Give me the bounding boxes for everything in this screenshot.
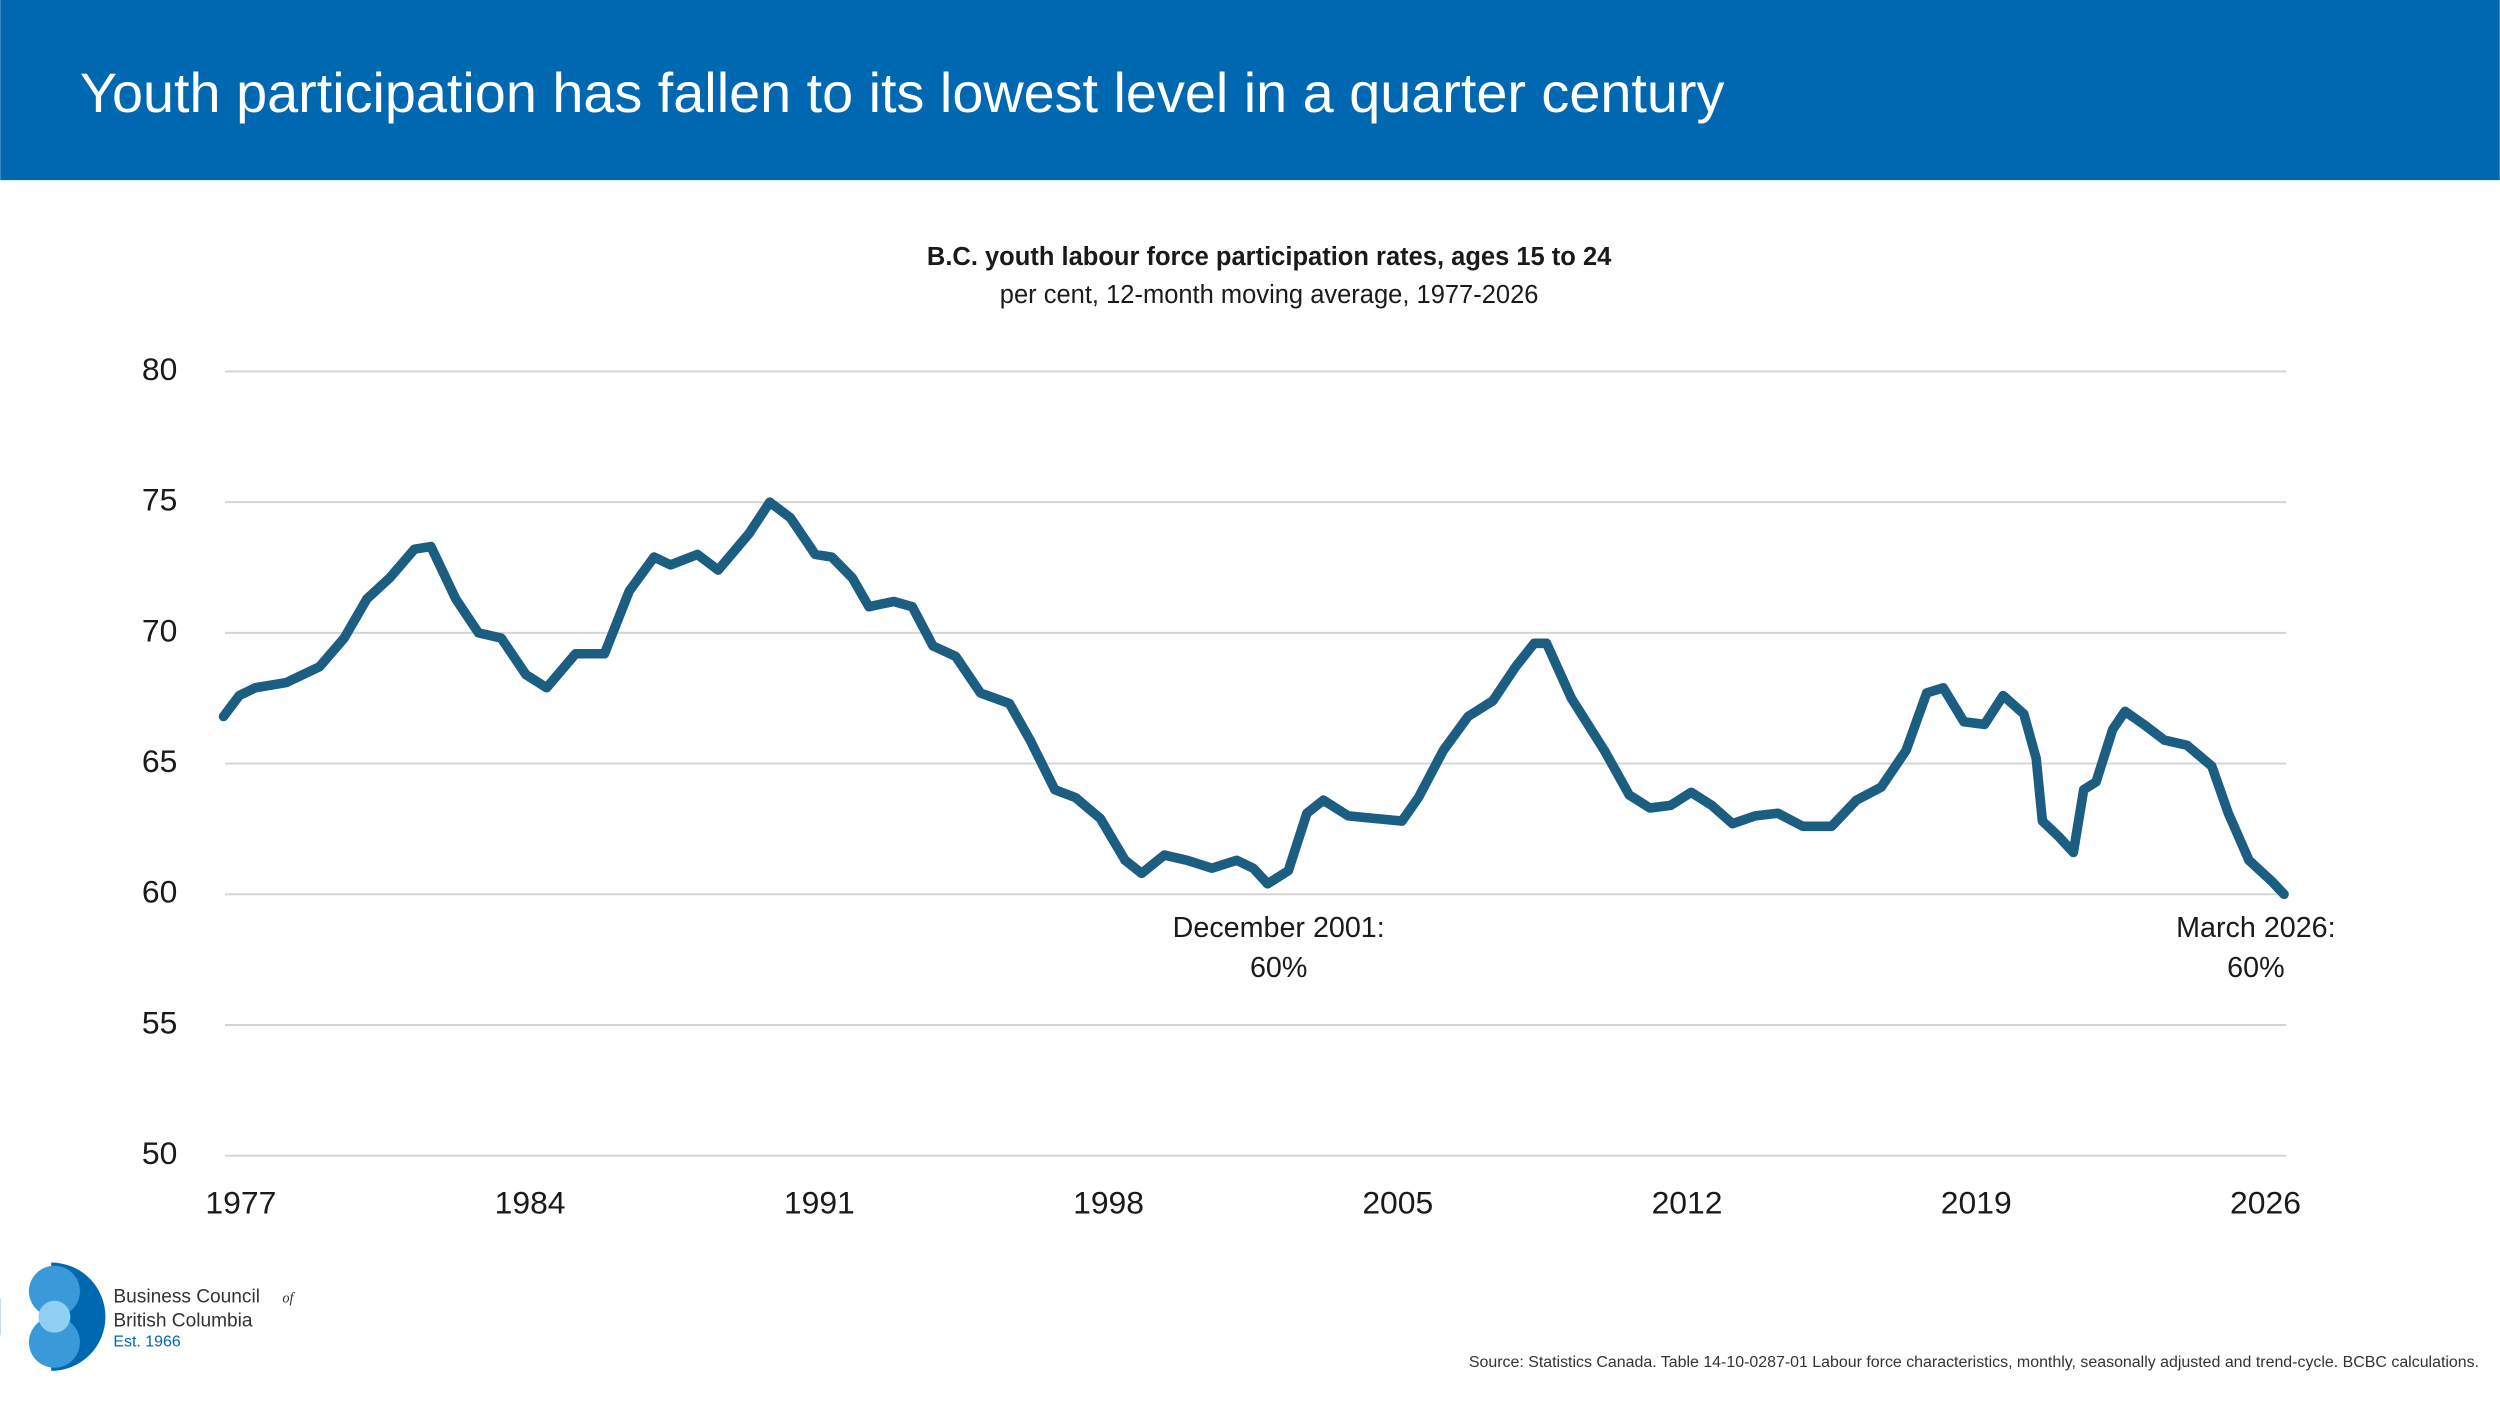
logo-text: of	[282, 1290, 295, 1306]
x-tick-label: 2012	[1652, 1185, 1723, 1221]
y-tick-label: 75	[142, 482, 177, 518]
y-tick-label: 60	[142, 874, 177, 910]
y-tick-label: 80	[142, 351, 177, 387]
x-tick-label: 1998	[1073, 1185, 1144, 1221]
y-tick-label: 65	[142, 743, 177, 779]
logo-text: Business Council	[113, 1287, 260, 1308]
logo: Business Council of British Columbia Est…	[0, 1259, 296, 1375]
source-note: Source: Statistics Canada. Table 14-10-0…	[1469, 1354, 2479, 1371]
x-tick-label: 1991	[784, 1185, 855, 1221]
x-tick-label: 2005	[1362, 1185, 1433, 1221]
annotation: March 2026:	[2176, 912, 2335, 944]
x-tick-label: 2026	[2230, 1185, 2301, 1221]
data-line	[218, 497, 2289, 900]
y-tick-label: 50	[142, 1135, 177, 1171]
logo-shape	[28, 1265, 80, 1317]
header-banner	[0, 0, 2500, 181]
chart-title: Youth participation has fallen to its lo…	[80, 61, 1725, 124]
annotation: 60%	[1250, 952, 1307, 984]
x-tick-label: 2019	[1941, 1185, 2012, 1221]
chart-subtitle: B.C. youth labour force participation ra…	[927, 243, 1612, 271]
annotation: 60%	[2227, 952, 2284, 984]
logo-text: Est. 1966	[113, 1333, 180, 1350]
x-tick-label: 1977	[205, 1185, 276, 1221]
y-tick-label: 55	[142, 1004, 177, 1040]
chart-note: per cent, 12-month moving average, 1977-…	[1000, 281, 1539, 309]
y-tick-label: 70	[142, 612, 177, 648]
x-tick-label: 1984	[495, 1185, 566, 1221]
annotation: December 2001:	[1173, 912, 1385, 944]
logo-shape	[38, 1300, 71, 1333]
logo-shape	[28, 1316, 80, 1368]
logo-text: British Columbia	[113, 1311, 252, 1332]
